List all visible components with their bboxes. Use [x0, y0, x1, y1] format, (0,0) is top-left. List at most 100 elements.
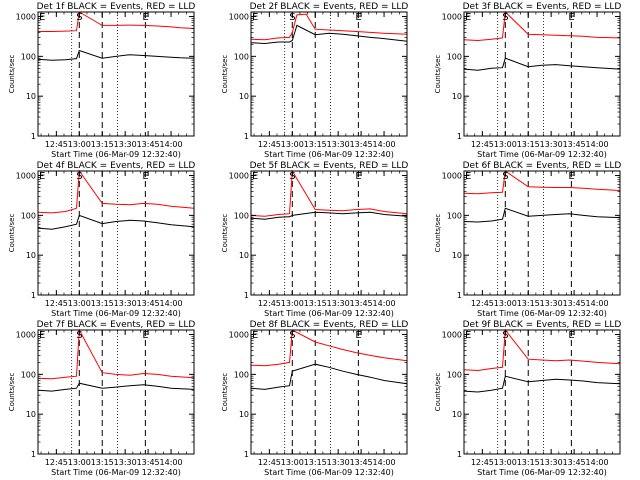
marker-label-s: S: [76, 171, 82, 182]
y-tick-label: 1000: [229, 331, 249, 340]
plot-frame: [250, 170, 408, 296]
x-axis-label: Start Time (06-Mar-09 12:32:40): [264, 309, 394, 318]
x-tick-label: 13:00: [68, 299, 91, 308]
x-tick-label: 14:00: [373, 458, 396, 467]
panel-4: Det 4f BLACK = Events, RED = LLD 1 10 100 10…: [8, 161, 195, 318]
y-tick-label: 10: [239, 410, 249, 419]
y-tick-label: 100: [234, 370, 249, 379]
x-tick-label: 12:45: [45, 140, 68, 149]
series-line-events: [37, 214, 195, 230]
series-line-events: [37, 49, 195, 61]
y-axis-label: Counts/sec: [8, 55, 16, 94]
panel-title: Det 7f BLACK = Events, RED = LLD: [37, 320, 196, 330]
series-line-lld: [463, 328, 621, 372]
y-tick-label: 10: [26, 92, 36, 101]
x-tick-label: 14:00: [160, 140, 183, 149]
y-tick-label: 100: [234, 211, 249, 220]
x-tick-label: 13:00: [281, 299, 304, 308]
x-axis-label: Start Time (06-Mar-09 12:32:40): [51, 468, 181, 477]
y-tick-label: 10: [452, 410, 462, 419]
y-tick-label: 1: [31, 132, 36, 141]
x-tick-label: 13:15: [91, 140, 114, 149]
marker-label-e: E: [39, 330, 45, 341]
panel-5: Det 5f BLACK = Events, RED = LLD 1 10 100 10…: [221, 161, 408, 318]
y-tick-label: 10: [26, 410, 36, 419]
marker-label-e: E: [252, 12, 258, 23]
panel-title: Det 4f BLACK = Events, RED = LLD: [37, 161, 196, 171]
plot-frame: [463, 329, 621, 455]
y-tick-label: 10: [452, 92, 462, 101]
y-tick-label: 100: [21, 370, 36, 379]
x-tick-label: 13:45: [137, 299, 160, 308]
y-tick-label: 10: [26, 251, 36, 260]
series-line-lld: [463, 10, 621, 42]
x-tick-label: 13:00: [494, 299, 517, 308]
x-tick-label: 14:00: [373, 299, 396, 308]
marker-label-s: S: [76, 12, 82, 23]
series-line-lld: [463, 170, 621, 195]
x-axis-label: Start Time (06-Mar-09 12:32:40): [477, 150, 607, 159]
panel-title: Det 3f BLACK = Events, RED = LLD: [463, 2, 622, 12]
y-tick-label: 10: [239, 251, 249, 260]
x-tick-label: 13:30: [114, 458, 137, 467]
y-tick-label: 1: [244, 450, 249, 459]
marker-label-s: S: [289, 12, 295, 23]
y-tick-label: 1000: [442, 172, 462, 181]
x-tick-label: 13:30: [540, 299, 563, 308]
x-tick-label: 13:15: [91, 458, 114, 467]
y-tick-label: 1000: [442, 13, 462, 22]
panel-8: Det 8f BLACK = Events, RED = LLD 1 10 100 10…: [221, 320, 408, 477]
marker-label-e: E: [355, 171, 361, 182]
x-tick-label: 12:45: [471, 458, 494, 467]
x-axis-label: Start Time (06-Mar-09 12:32:40): [51, 150, 181, 159]
x-tick-label: 12:45: [258, 299, 281, 308]
series-line-events: [250, 24, 408, 45]
y-tick-label: 1: [244, 291, 249, 300]
y-tick-label: 1000: [442, 331, 462, 340]
x-tick-label: 13:45: [350, 299, 373, 308]
x-tick-label: 14:00: [586, 140, 609, 149]
marker-label-e: E: [142, 330, 148, 341]
y-tick-label: 1000: [229, 172, 249, 181]
marker-label-e: E: [355, 12, 361, 23]
panel-2: Det 2f BLACK = Events, RED = LLD 1 10 100 10…: [221, 2, 408, 159]
x-tick-label: 14:00: [373, 140, 396, 149]
marker-label-e: E: [39, 171, 45, 182]
y-tick-label: 100: [234, 52, 249, 61]
panel-title: Det 9f BLACK = Events, RED = LLD: [463, 320, 622, 330]
marker-label-e: E: [568, 171, 574, 182]
x-tick-label: 13:45: [350, 458, 373, 467]
y-tick-label: 100: [447, 52, 462, 61]
panel-7: Det 7f BLACK = Events, RED = LLD 1 10 100 10…: [8, 320, 195, 477]
marker-label-e: E: [355, 330, 361, 341]
plot-frame: [37, 170, 195, 296]
y-tick-label: 1: [457, 450, 462, 459]
y-tick-label: 1: [457, 132, 462, 141]
plot-frame: [37, 329, 195, 455]
x-tick-label: 13:30: [540, 140, 563, 149]
y-tick-label: 10: [452, 251, 462, 260]
plot-frame: [250, 11, 408, 137]
x-tick-label: 13:30: [114, 299, 137, 308]
marker-label-e: E: [252, 330, 258, 341]
y-tick-label: 1000: [16, 172, 36, 181]
x-tick-label: 13:00: [68, 140, 91, 149]
x-tick-label: 14:00: [160, 299, 183, 308]
x-tick-label: 13:45: [563, 140, 586, 149]
marker-label-s: S: [289, 330, 295, 341]
y-tick-label: 100: [21, 52, 36, 61]
x-tick-label: 13:00: [494, 458, 517, 467]
series-line-events: [37, 382, 195, 392]
marker-label-e: E: [142, 171, 148, 182]
x-tick-label: 13:45: [137, 140, 160, 149]
x-tick-label: 12:45: [258, 458, 281, 467]
series-line-events: [463, 57, 621, 71]
y-axis-label: Counts/sec: [221, 373, 229, 412]
panel-title: Det 2f BLACK = Events, RED = LLD: [250, 2, 409, 12]
x-tick-label: 13:15: [517, 140, 540, 149]
x-tick-label: 14:00: [160, 458, 183, 467]
x-tick-label: 13:00: [281, 140, 304, 149]
series-line-events: [463, 207, 621, 223]
x-axis-label: Start Time (06-Mar-09 12:32:40): [51, 309, 181, 318]
